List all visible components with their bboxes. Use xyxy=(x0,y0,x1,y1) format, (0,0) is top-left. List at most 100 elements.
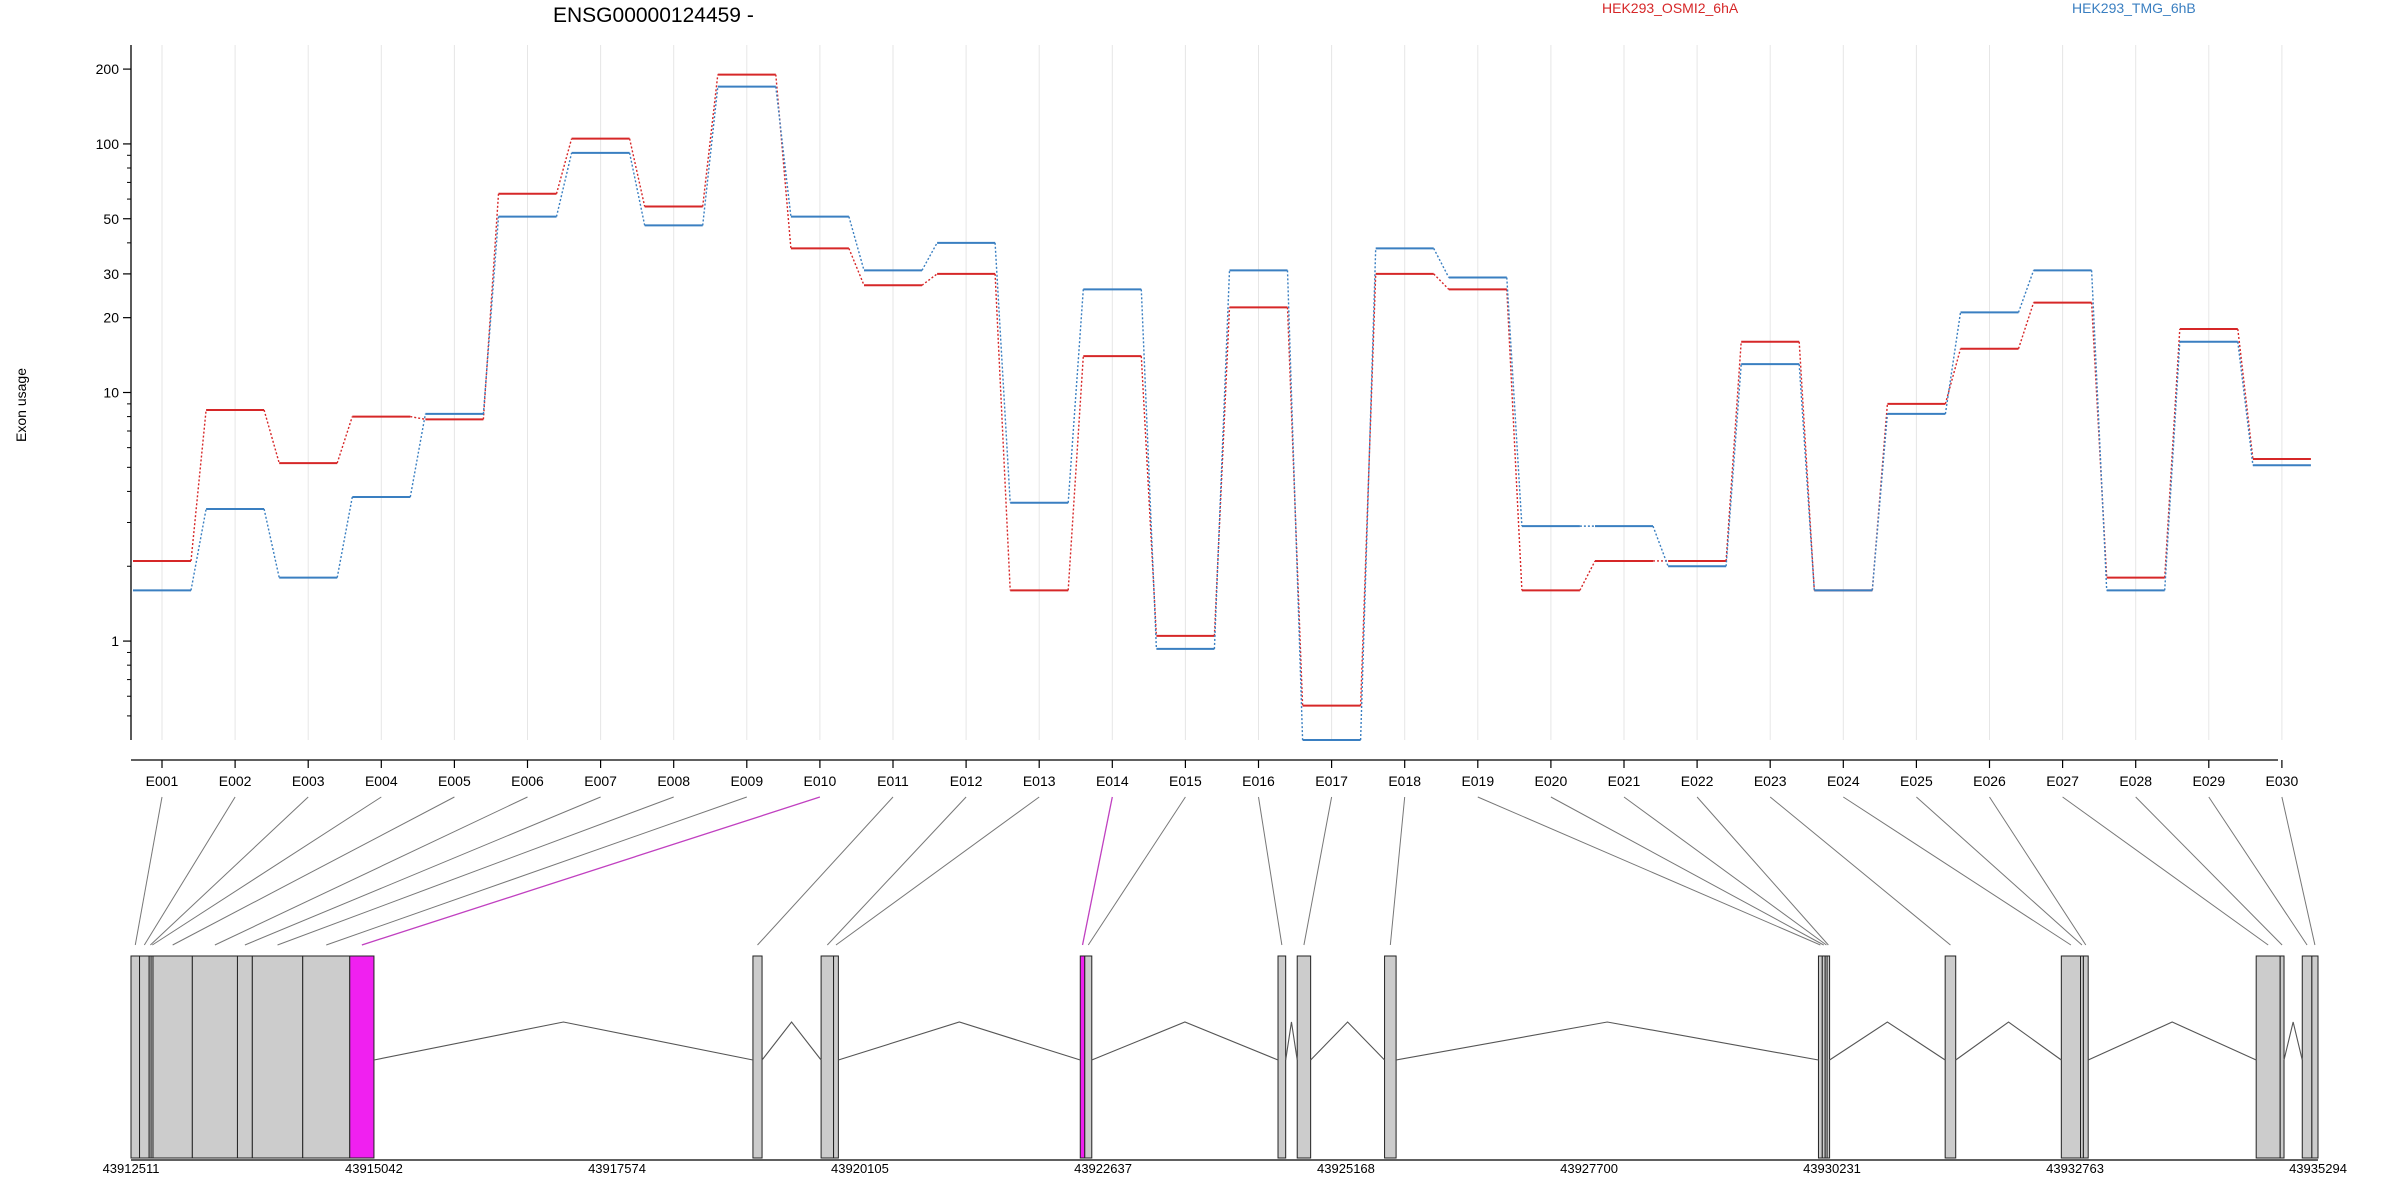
exon-connector xyxy=(1303,796,1333,946)
exon-box xyxy=(1084,955,1093,1159)
x-tick-label: E018 xyxy=(1388,773,1421,789)
series-connector xyxy=(1944,312,1962,415)
exon-connector xyxy=(143,796,236,946)
intron-line xyxy=(2087,1021,2257,1061)
series-connector xyxy=(1944,348,1962,405)
series-connector xyxy=(336,496,353,578)
chart-title: ENSG00000124459 - xyxy=(553,4,754,27)
exon-connector xyxy=(1843,796,2072,946)
intron-line xyxy=(1310,1021,1385,1061)
x-tick-label: E002 xyxy=(219,773,252,789)
series-connector xyxy=(1579,560,1596,591)
exon-box xyxy=(2060,955,2082,1159)
exon-box xyxy=(2311,955,2319,1159)
exon-box xyxy=(1826,955,1831,1159)
series-connector xyxy=(702,86,719,226)
series-connector xyxy=(1140,289,1158,649)
y-tick-label: 20 xyxy=(103,310,119,326)
x-tick-label: E006 xyxy=(511,773,544,789)
intron-line xyxy=(1955,1021,2062,1061)
x-tick-label: E010 xyxy=(804,773,837,789)
exon-box xyxy=(2082,955,2089,1159)
x-tick-label: E027 xyxy=(2046,773,2079,789)
y-tick-label: 100 xyxy=(96,136,120,152)
series-connector xyxy=(1798,364,1815,591)
series-connector xyxy=(1871,413,1889,591)
series-connector xyxy=(994,242,1011,503)
series-connector xyxy=(336,416,353,464)
series-connector xyxy=(1506,277,1523,527)
y-tick-label: 1 xyxy=(111,633,119,649)
exon-box xyxy=(349,955,375,1159)
x-tick-label: E004 xyxy=(365,773,398,789)
series-connector xyxy=(2017,270,2035,313)
exon-connector xyxy=(757,796,894,946)
exon-connector xyxy=(2062,796,2269,946)
series-connector xyxy=(2017,302,2035,349)
series-connector xyxy=(2164,341,2181,591)
series-connector xyxy=(848,248,865,286)
exon-box xyxy=(191,955,238,1159)
exon-box xyxy=(251,955,304,1159)
x-tick-label: E007 xyxy=(584,773,617,789)
x-tick-label: E012 xyxy=(950,773,983,789)
exon-box xyxy=(1277,955,1287,1159)
exon-box xyxy=(152,955,193,1159)
exon-connector xyxy=(1989,796,2087,946)
series-connector xyxy=(2237,341,2254,466)
coordinate-label: 43925168 xyxy=(1317,1161,1375,1176)
x-tick-label: E021 xyxy=(1608,773,1641,789)
gene-model: 43912511 43915042 43917574 43920105 43922637… xyxy=(103,796,2347,1176)
exon-box xyxy=(1384,955,1397,1159)
exon-connector xyxy=(1769,796,1951,946)
series-connector xyxy=(190,409,207,562)
series-connector xyxy=(702,74,719,207)
coordinate-label: 43932763 xyxy=(2046,1161,2104,1176)
exon-box xyxy=(130,955,141,1159)
y-tick-label: 30 xyxy=(103,266,119,282)
series-osmi2 xyxy=(133,73,2311,707)
exon-box xyxy=(752,955,763,1159)
x-tick-label: E015 xyxy=(1169,773,1202,789)
series-connector xyxy=(1067,289,1084,503)
exon-connector xyxy=(152,796,382,946)
y-tick-label: 50 xyxy=(103,211,119,227)
series-connector xyxy=(190,508,207,591)
x-tick-label: E009 xyxy=(730,773,763,789)
series-connector xyxy=(1213,270,1231,649)
y-tick-label: 10 xyxy=(103,385,119,401)
x-tick-label: E028 xyxy=(2119,773,2152,789)
series-connector xyxy=(2090,270,2108,591)
exon-connector xyxy=(1916,796,2083,946)
exon-connector xyxy=(1258,796,1283,946)
x-tick-label: E017 xyxy=(1315,773,1348,789)
x-tick-label: E030 xyxy=(2266,773,2299,789)
intron-line xyxy=(1395,1021,1819,1061)
x-tick-label: E024 xyxy=(1827,773,1860,789)
exon-box xyxy=(236,955,253,1159)
exon-box xyxy=(1296,955,1312,1159)
series-connector xyxy=(263,409,280,464)
intron-line xyxy=(1285,1021,1298,1061)
legend-entry-osmi2: HEK293_OSMI2_6hA xyxy=(1602,0,1739,16)
intron-line xyxy=(838,1021,1081,1061)
series-connector xyxy=(1067,356,1084,591)
series-connector xyxy=(1359,248,1377,741)
coordinate-label: 43915042 xyxy=(345,1161,403,1176)
coordinate-label: 43927700 xyxy=(1560,1161,1618,1176)
plot-area: 1 10 20 30 50 100 200 E001 E002 E003 E004 E005 E006 E… xyxy=(96,45,2311,789)
exon-connector xyxy=(150,796,309,946)
x-tick-label: E016 xyxy=(1242,773,1275,789)
x-tick-label: E023 xyxy=(1754,773,1787,789)
coordinate-label: 43912511 xyxy=(103,1161,160,1176)
exon-connector xyxy=(172,796,455,946)
series-connector xyxy=(1433,248,1450,278)
exon-connector xyxy=(1696,796,1829,946)
exon-connector xyxy=(1389,796,1406,946)
x-tick-label: E005 xyxy=(438,773,471,789)
series-connector xyxy=(482,216,500,414)
series-connector xyxy=(628,152,646,226)
exon-connector xyxy=(1550,796,1824,946)
exon-connector xyxy=(2135,796,2283,946)
series-connector xyxy=(1433,273,1450,290)
